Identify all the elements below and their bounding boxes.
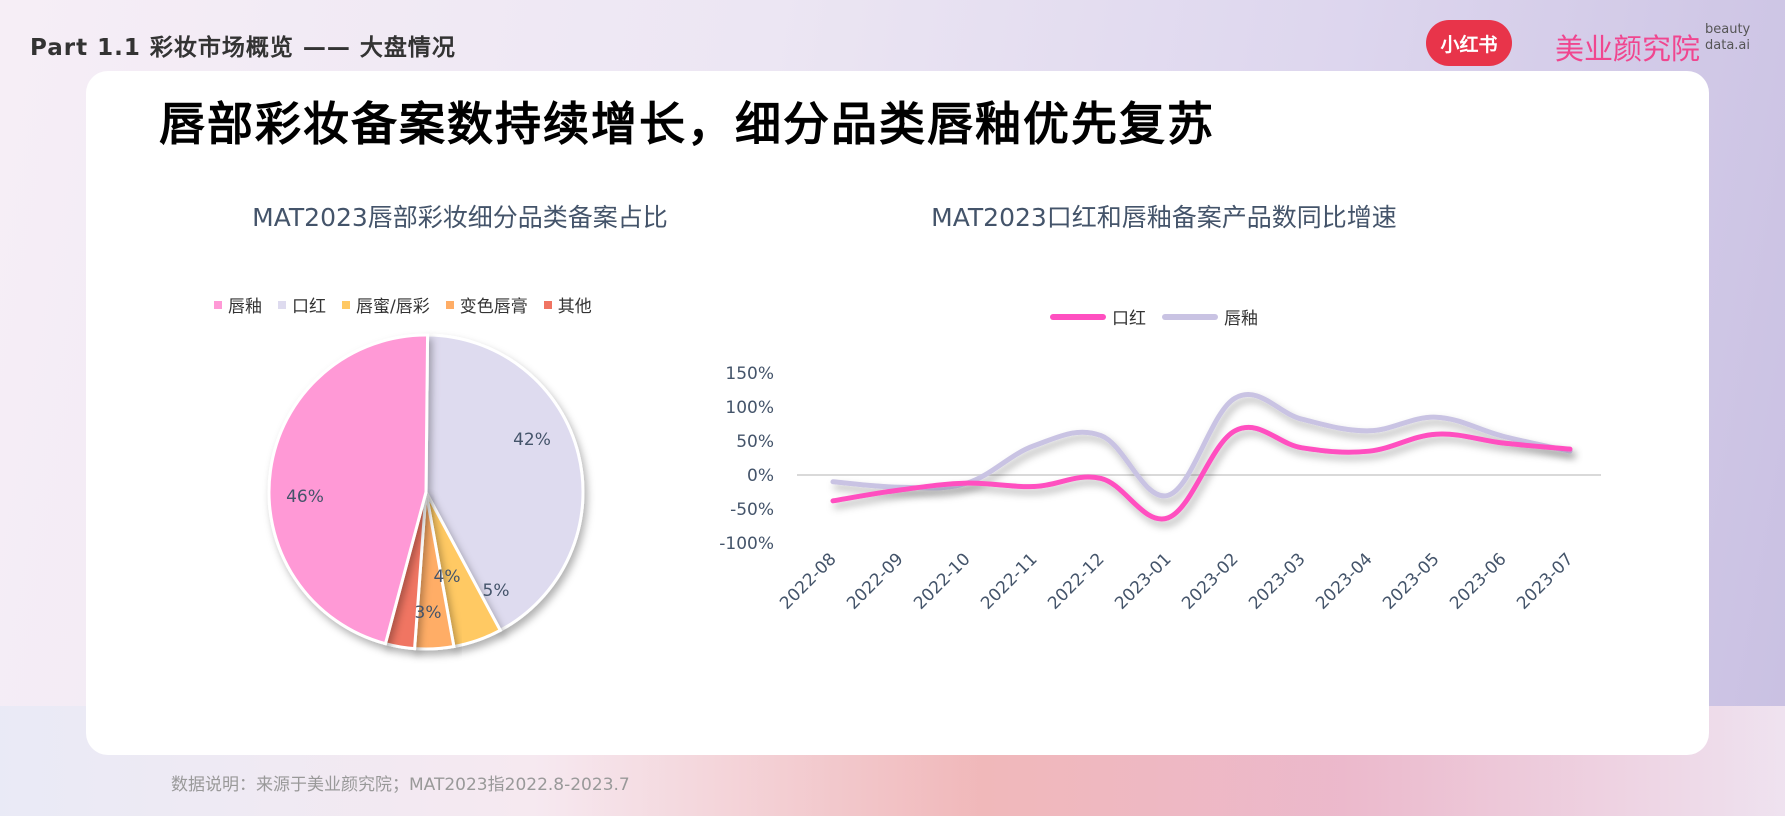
legend-label: 唇釉 xyxy=(228,297,262,317)
line-chart-title: MAT2023口红和唇釉备案产品数同比增速 xyxy=(931,203,1397,232)
y-tick-label: 150% xyxy=(725,364,774,384)
x-tick-label: 2022-09 xyxy=(843,549,907,613)
x-tick-label: 2023-07 xyxy=(1513,549,1577,613)
x-tick-label: 2022-10 xyxy=(910,549,974,613)
pie-legend-item: 唇蜜/唇彩 xyxy=(342,292,430,317)
legend-label: 变色唇膏 xyxy=(459,297,528,317)
pie-data-label: 4% xyxy=(434,567,461,587)
x-tick-label: 2023-02 xyxy=(1178,549,1242,613)
y-tick-label: 100% xyxy=(725,398,774,418)
legend-line-swatch xyxy=(1162,313,1218,320)
legend-label: 口红 xyxy=(292,297,326,317)
pie-legend-item: 口红 xyxy=(278,292,326,317)
legend-swatch xyxy=(214,300,222,309)
pie-slice-0 xyxy=(267,333,430,646)
legend-label: 其他 xyxy=(557,297,592,317)
legend-label: 唇蜜/唇彩 xyxy=(356,297,430,317)
pie-chart-title: MAT2023唇部彩妆细分品类备案占比 xyxy=(252,203,668,232)
x-tick-label: 2023-06 xyxy=(1446,549,1510,613)
pie-data-label: 5% xyxy=(483,581,510,601)
legend-label: 唇釉 xyxy=(1224,309,1258,329)
legend-swatch xyxy=(342,300,350,309)
line-legend-item: 口红 xyxy=(1050,304,1146,329)
pie-legend-item: 变色唇膏 xyxy=(445,292,528,317)
y-tick-label: -100% xyxy=(719,534,774,554)
pie-data-label: 42% xyxy=(513,430,551,450)
pie-legend-item: 唇釉 xyxy=(214,292,262,317)
brand-logo: 美业颜究院 xyxy=(1555,32,1701,66)
legend-line-swatch xyxy=(1050,313,1106,320)
x-tick-label: 2023-05 xyxy=(1379,549,1443,613)
section-header: Part 1.1 彩妆市场概览 —— 大盘情况 xyxy=(30,35,456,61)
pie-legend-item: 其他 xyxy=(543,292,592,317)
x-tick-label: 2022-11 xyxy=(977,549,1041,613)
legend-swatch xyxy=(278,300,286,309)
x-tick-label: 2023-03 xyxy=(1245,549,1309,613)
pie-legend: 唇釉 口红 唇蜜/唇彩 变色唇膏 其他 xyxy=(214,292,592,317)
pie-slice-1 xyxy=(424,333,585,633)
y-tick-label: -50% xyxy=(730,500,774,520)
x-tick-label: 2023-01 xyxy=(1111,549,1175,613)
xiaohongshu-logo: 小红书 xyxy=(1426,20,1512,66)
line-series-0 xyxy=(830,424,1573,522)
x-tick-label: 2023-04 xyxy=(1312,549,1376,613)
x-tick-label: 2022-12 xyxy=(1044,549,1108,613)
legend-swatch xyxy=(543,300,552,309)
y-tick-label: 0% xyxy=(747,466,774,486)
line-legend-item: 唇釉 xyxy=(1162,304,1258,329)
pie-data-label: 3% xyxy=(415,603,442,623)
line-legend: 口红 唇釉 xyxy=(1050,304,1258,329)
x-tick-label: 2022-08 xyxy=(776,549,840,613)
legend-label: 口红 xyxy=(1112,309,1146,329)
brand-subtitle: beauty data.ai xyxy=(1705,22,1751,53)
page-title: 唇部彩妆备案数持续增长，细分品类唇釉优先复苏 xyxy=(159,97,1215,151)
y-tick-label: 50% xyxy=(736,432,774,452)
legend-swatch xyxy=(445,300,454,309)
pie-data-label: 46% xyxy=(286,487,324,507)
footer-note: 数据说明：来源于美业颜究院；MAT2023指2022.8-2023.7 xyxy=(171,775,630,795)
